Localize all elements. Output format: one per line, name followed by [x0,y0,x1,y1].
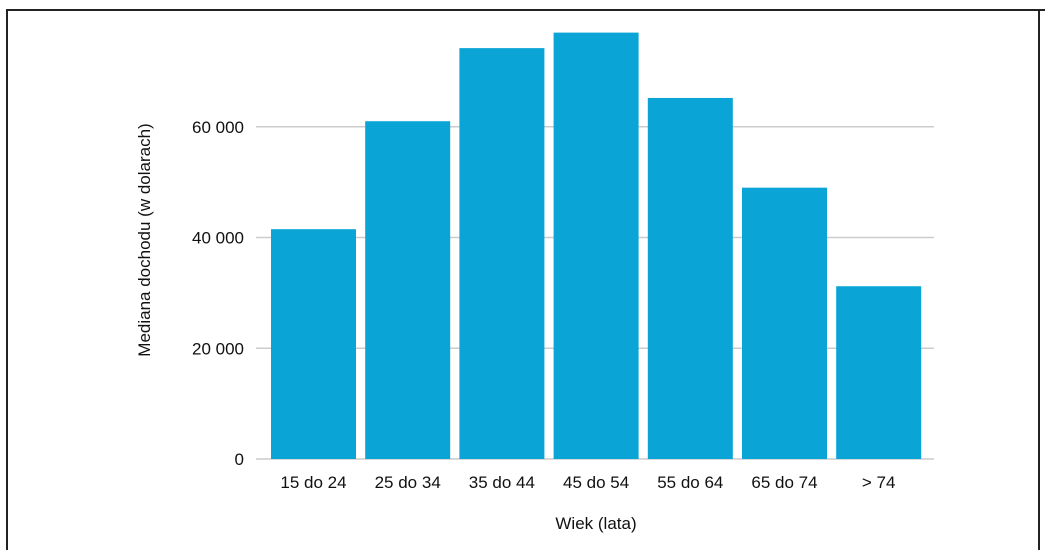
bar [742,187,827,459]
y-tick-label: 20 000 [192,339,244,358]
x-axis-label: Wiek (lata) [555,514,636,533]
x-tick-label: > 74 [862,473,896,492]
y-tick-labels: 0 20 000 40 000 60 000 [192,118,244,469]
x-tick-label: 55 do 64 [657,473,723,492]
x-tick-label: 25 do 34 [375,473,441,492]
bar [553,32,639,460]
x-tick-labels: 15 do 24 25 do 34 35 do 44 45 do 54 55 do 64… [280,473,895,492]
frame-border-right [1038,9,1040,550]
frame-border-left [6,9,8,550]
bar [365,121,451,460]
bar [836,286,922,459]
x-tick-label: 15 do 24 [280,473,346,492]
y-tick-label: 40 000 [192,229,244,248]
x-tick-label: 45 do 54 [563,473,629,492]
x-tick-label: 35 do 44 [469,473,535,492]
bar [271,229,356,459]
bar [459,48,545,460]
y-tick-label: 0 [235,450,244,469]
frame-border-top [6,9,1045,11]
y-tick-label: 60 000 [192,118,244,137]
x-tick-label: 65 do 74 [751,473,817,492]
y-axis-label: Mediana dochodu (w dolarach) [135,123,154,356]
bars [271,32,922,460]
bar [647,97,733,459]
